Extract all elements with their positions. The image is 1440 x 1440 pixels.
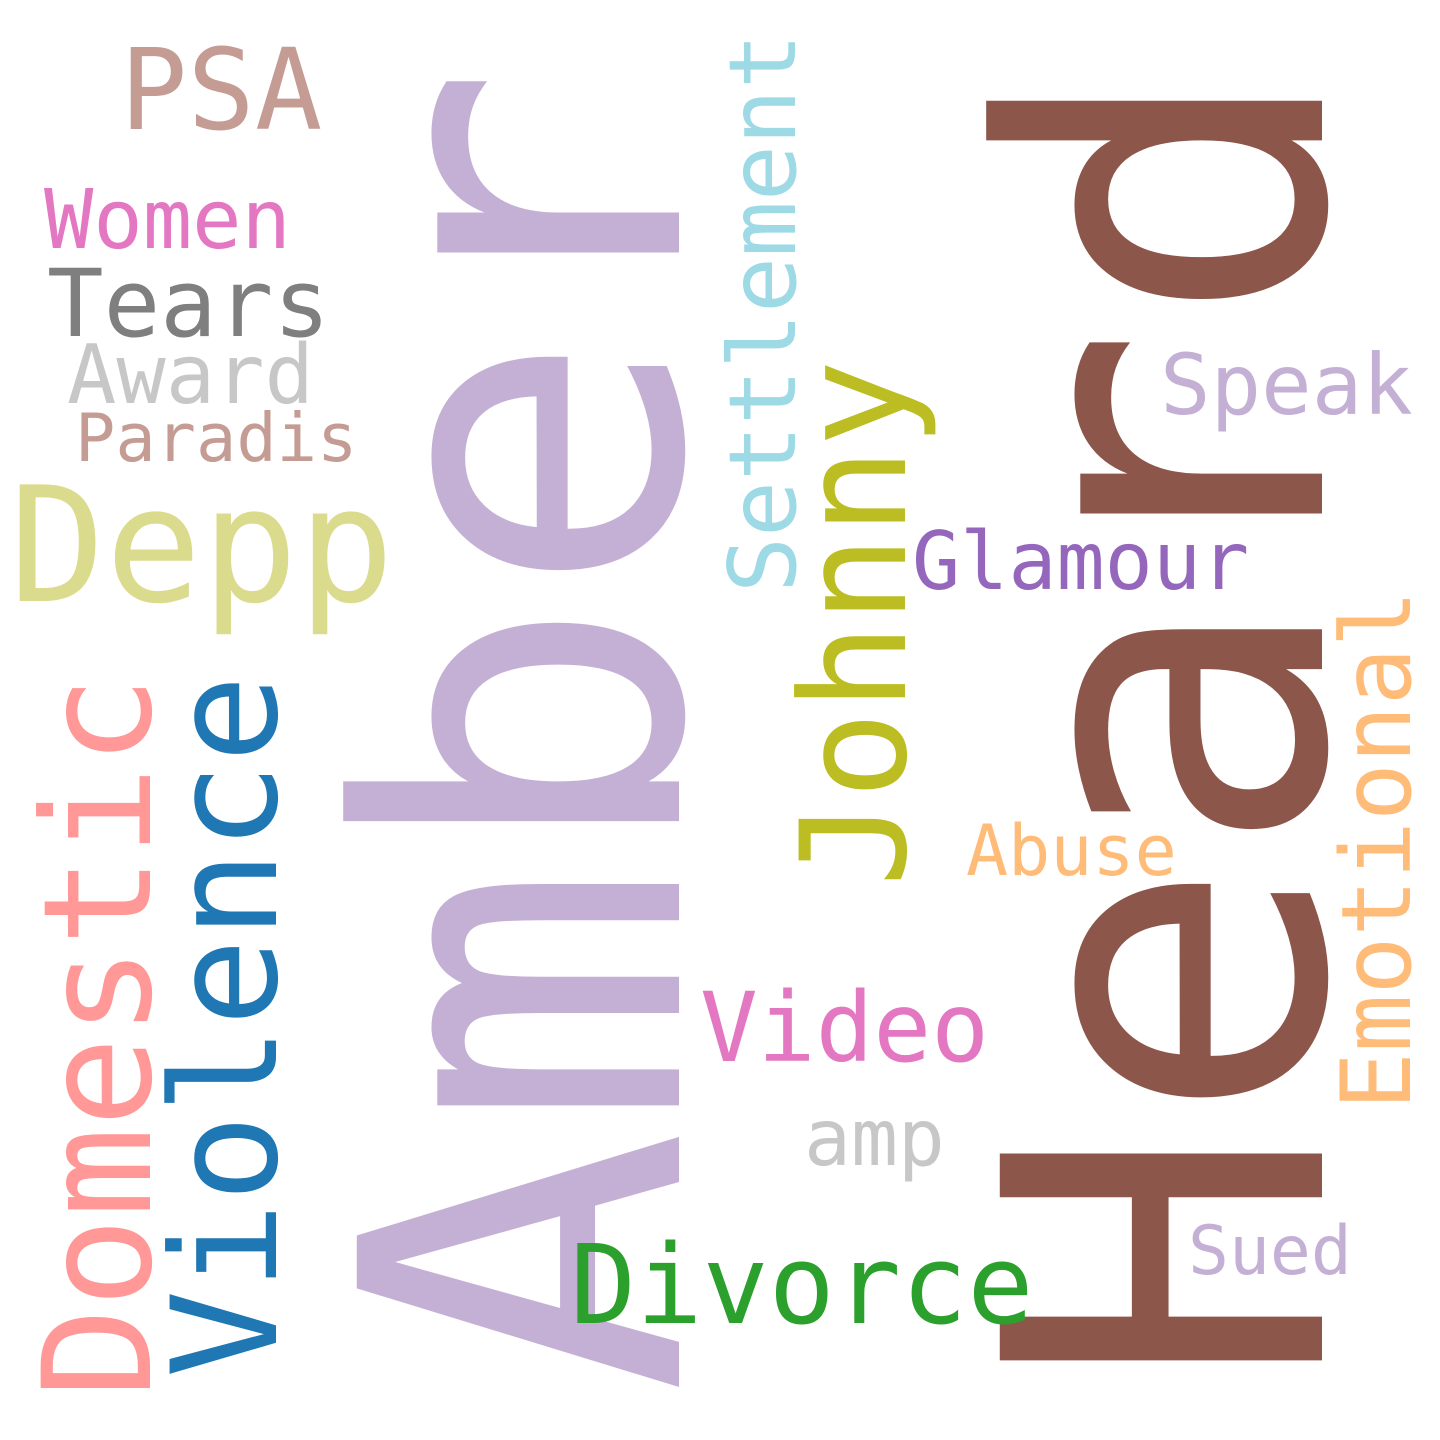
word-divorce: Divorce [570, 1221, 1034, 1349]
word-paradis: Paradis [75, 399, 358, 477]
word-emotional: Emotional [1321, 589, 1433, 1110]
word-glamour: Glamour [912, 515, 1250, 608]
word-amber: Amber [270, 64, 784, 1395]
word-depp: Depp [9, 452, 395, 639]
word-settlement: Settlement [709, 33, 817, 593]
word-psa: PSA [120, 26, 323, 156]
word-violence: Violence [141, 674, 311, 1378]
word-abuse: Abuse [966, 810, 1177, 892]
word-video: Video [700, 972, 989, 1084]
word-tears: Tears [47, 250, 330, 359]
word-sued: Sued [1188, 1212, 1352, 1291]
word-women: Women [44, 173, 291, 268]
word-award: Award [67, 328, 314, 423]
word-speak: Speak [1160, 336, 1413, 434]
word-amp: amp [804, 1094, 945, 1184]
